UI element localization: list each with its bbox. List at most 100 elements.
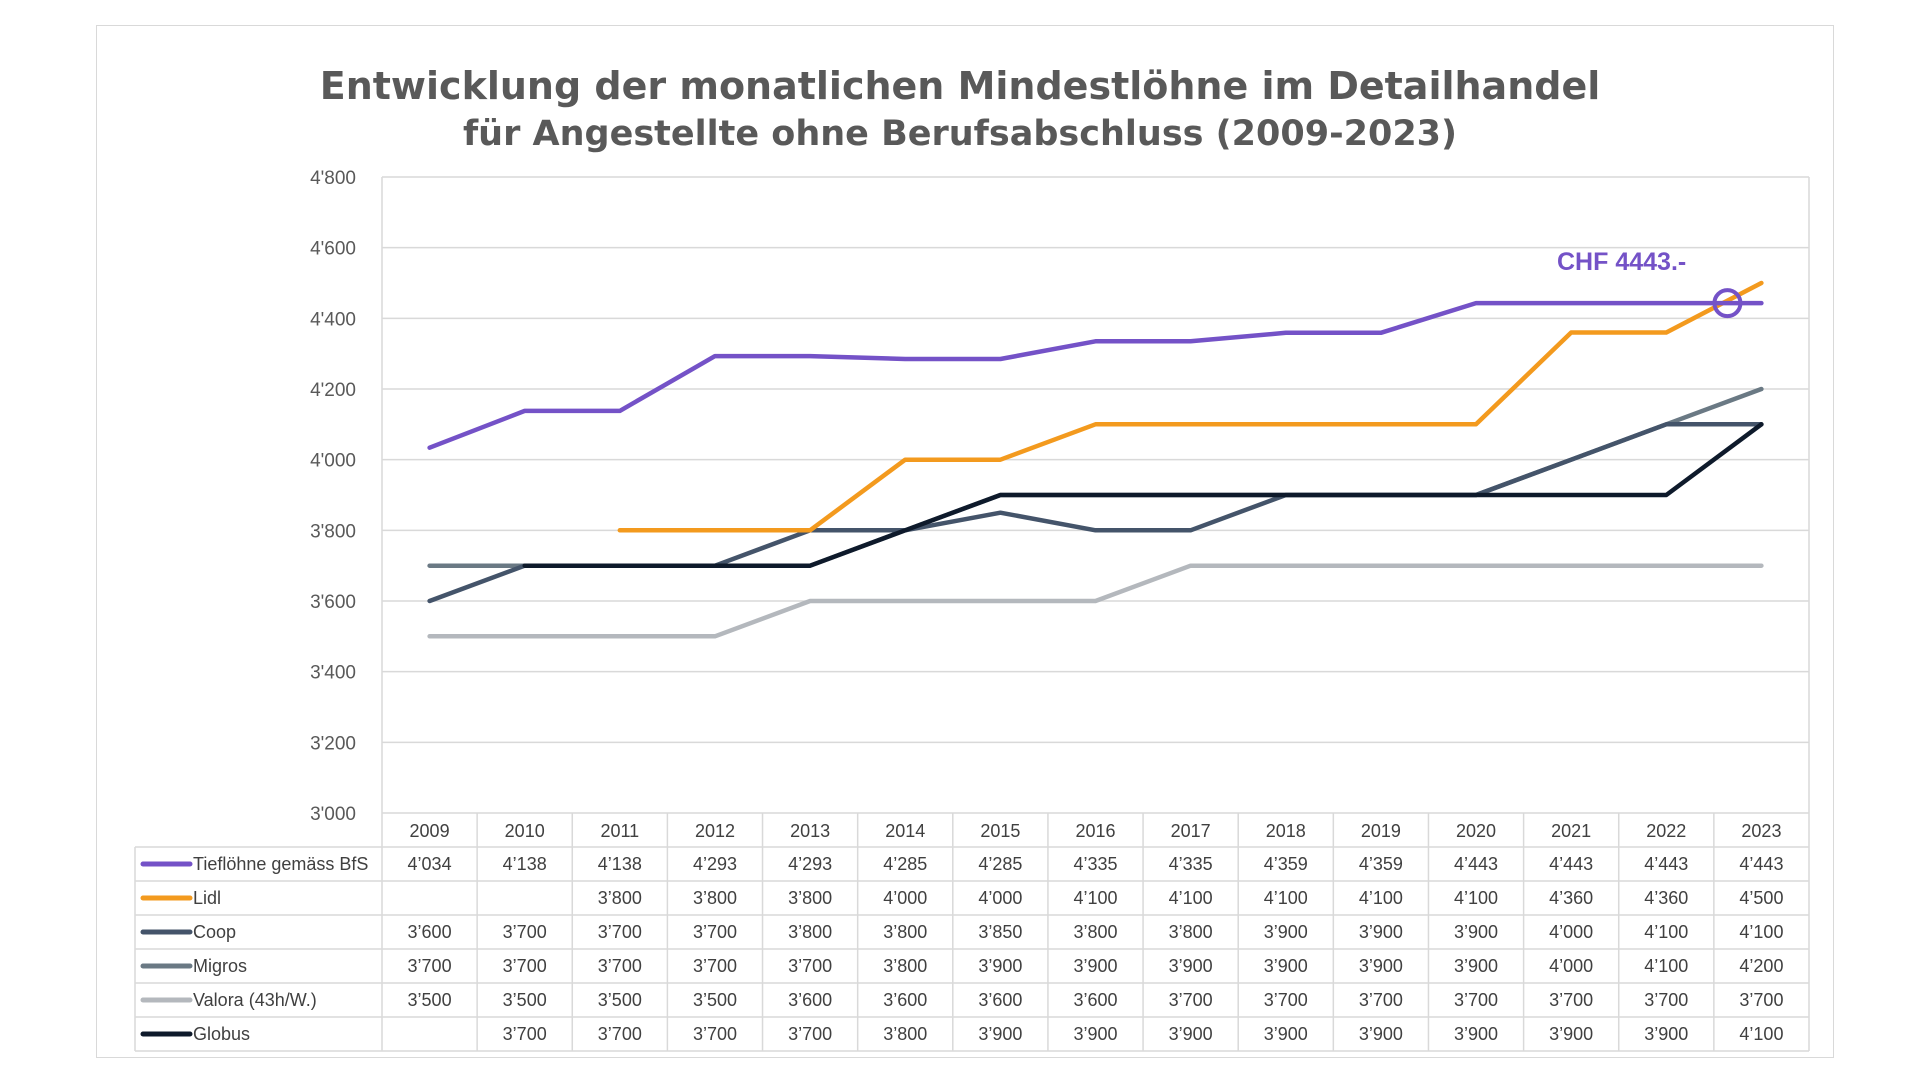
data-label: 3’900 — [1073, 1024, 1117, 1044]
data-label: 3’900 — [1359, 956, 1403, 976]
data-label: 4’000 — [1549, 956, 1593, 976]
data-label: 4’000 — [978, 888, 1022, 908]
legend-label: Coop — [193, 922, 236, 942]
data-label: 3’700 — [598, 1024, 642, 1044]
data-label: 4’285 — [978, 854, 1022, 874]
chart-frame — [96, 25, 1834, 1058]
data-label: 3’900 — [1454, 922, 1498, 942]
data-label: 3’800 — [883, 956, 927, 976]
x-tick-label: 2013 — [790, 821, 830, 841]
data-label: 3’600 — [1073, 990, 1117, 1010]
data-label: 4’100 — [1644, 956, 1688, 976]
data-label: 3’900 — [1454, 956, 1498, 976]
data-label: 3’500 — [503, 990, 547, 1010]
series-line-migros — [427, 386, 1764, 568]
series-line-valora-43h-w — [427, 563, 1764, 639]
series-line-tiefl-hne-gem-ss-bfs — [427, 300, 1764, 450]
data-label: 3’900 — [1169, 956, 1213, 976]
data-label: 4’293 — [693, 854, 737, 874]
data-label: 3’600 — [883, 990, 927, 1010]
data-label: 4’443 — [1644, 854, 1688, 874]
data-label: 3’850 — [978, 922, 1022, 942]
data-label: 3’700 — [788, 1024, 832, 1044]
data-label: 4’100 — [1264, 888, 1308, 908]
data-label: 3’600 — [408, 922, 452, 942]
data-label: 4’100 — [1169, 888, 1213, 908]
y-tick-label: 4'800 — [310, 168, 356, 189]
annotation-marker — [1712, 288, 1743, 319]
data-label: 3’900 — [1454, 1024, 1498, 1044]
data-label: 3’700 — [1359, 990, 1403, 1010]
x-tick-label: 2009 — [410, 821, 450, 841]
data-label: 3’600 — [978, 990, 1022, 1010]
data-label: 4’100 — [1739, 922, 1783, 942]
data-label: 4’100 — [1073, 888, 1117, 908]
series-line-coop — [427, 422, 1764, 604]
data-label: 3’500 — [598, 990, 642, 1010]
data-label: 4’285 — [883, 854, 927, 874]
data-label: 3’800 — [1169, 922, 1213, 942]
x-tick-label: 2015 — [980, 821, 1020, 841]
x-tick-label: 2023 — [1741, 821, 1781, 841]
legend-label: Globus — [193, 1024, 250, 1044]
data-label: 3’700 — [503, 922, 547, 942]
series-line-lidl — [617, 280, 1764, 533]
data-label: 3’700 — [408, 956, 452, 976]
data-label: 3’700 — [1644, 990, 1688, 1010]
data-label: 3’800 — [598, 888, 642, 908]
legend-label: Valora (43h/W.) — [193, 990, 317, 1010]
y-tick-label: 3'800 — [310, 521, 356, 542]
data-label: 3’700 — [693, 1024, 737, 1044]
data-label: 3’900 — [1264, 956, 1308, 976]
data-label: 4’138 — [598, 854, 642, 874]
y-tick-label: 4'000 — [310, 451, 356, 472]
data-label: 4’335 — [1073, 854, 1117, 874]
y-tick-label: 4'200 — [310, 380, 356, 401]
data-label: 3’700 — [1169, 990, 1213, 1010]
data-label: 4’100 — [1739, 1024, 1783, 1044]
data-label: 3’900 — [1073, 956, 1117, 976]
data-label: 3’700 — [598, 922, 642, 942]
data-label: 3’700 — [1264, 990, 1308, 1010]
data-label: 4’359 — [1264, 854, 1308, 874]
data-label: 3’900 — [978, 956, 1022, 976]
data-label: 3’700 — [503, 956, 547, 976]
x-tick-label: 2011 — [600, 821, 639, 841]
y-tick-label: 4'400 — [310, 309, 356, 330]
data-label: 3’800 — [788, 888, 832, 908]
data-label: 4’335 — [1169, 854, 1213, 874]
data-label: 3’900 — [1169, 1024, 1213, 1044]
annotation-label: CHF 4443.- — [1557, 248, 1686, 276]
legend-label: Migros — [193, 956, 247, 976]
data-label: 3’700 — [693, 922, 737, 942]
data-label: 3’900 — [1264, 1024, 1308, 1044]
data-label: 4’360 — [1549, 888, 1593, 908]
data-label: 4’293 — [788, 854, 832, 874]
series-line-globus — [522, 422, 1764, 568]
data-label: 4’443 — [1739, 854, 1783, 874]
x-tick-label: 2014 — [885, 821, 925, 841]
data-label: 3’700 — [1549, 990, 1593, 1010]
chart-title-line2: für Angestellte ohne Berufsabschluss (20… — [462, 114, 1458, 154]
data-label: 4’360 — [1644, 888, 1688, 908]
x-tick-label: 2012 — [695, 821, 735, 841]
chart-title-line1: Entwicklung der monatlichen Mindestlöhne… — [319, 64, 1601, 108]
data-label: 3’900 — [1644, 1024, 1688, 1044]
data-label: 4’138 — [503, 854, 547, 874]
x-tick-label: 2022 — [1646, 821, 1686, 841]
data-label: 3’700 — [693, 956, 737, 976]
data-label: 4’443 — [1549, 854, 1593, 874]
data-label: 3’500 — [408, 990, 452, 1010]
y-tick-label: 3'400 — [310, 663, 356, 684]
data-label: 4’200 — [1739, 956, 1783, 976]
data-label: 3’900 — [1549, 1024, 1593, 1044]
data-label: 3’700 — [503, 1024, 547, 1044]
data-label: 4’100 — [1454, 888, 1498, 908]
data-label: 3’700 — [1739, 990, 1783, 1010]
data-label: 4’034 — [408, 854, 452, 874]
legend-label: Lidl — [193, 888, 221, 908]
x-tick-label: 2010 — [505, 821, 545, 841]
data-label: 3’900 — [978, 1024, 1022, 1044]
x-tick-label: 2018 — [1266, 821, 1306, 841]
x-tick-label: 2016 — [1075, 821, 1115, 841]
